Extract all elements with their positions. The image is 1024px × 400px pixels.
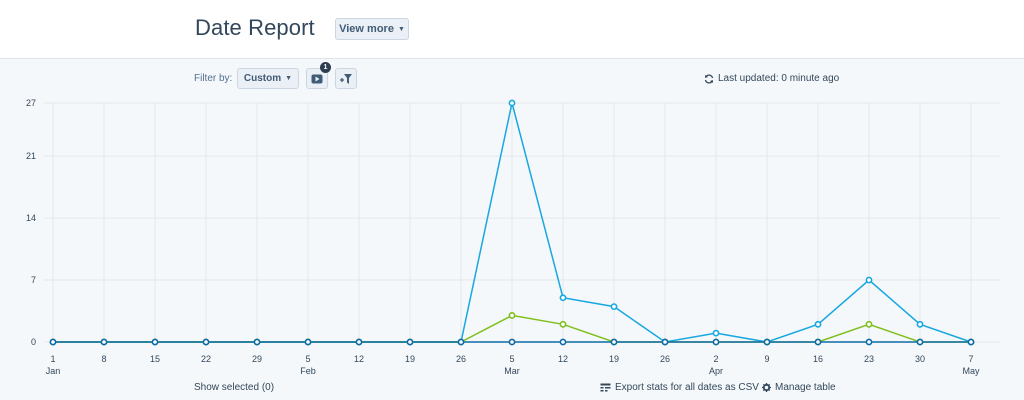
video-filter-badge: 1	[320, 62, 331, 73]
data-point	[508, 338, 516, 346]
y-tick-label: 7	[31, 275, 36, 285]
video-filter-button[interactable]	[306, 68, 328, 89]
export-csv-icon	[600, 383, 611, 391]
data-point	[610, 338, 618, 346]
y-tick-label: 0	[31, 337, 36, 347]
filter-dropdown[interactable]: Custom ▼	[237, 68, 299, 89]
data-point	[151, 338, 159, 346]
x-tick-label: 12	[354, 354, 364, 364]
view-more-label: View more	[339, 23, 394, 35]
data-point	[559, 320, 567, 328]
data-point	[763, 338, 771, 346]
data-point	[49, 338, 57, 346]
data-point	[100, 338, 108, 346]
page-header: Date Report View more ▼	[0, 0, 1024, 59]
data-point	[253, 338, 261, 346]
last-updated: Last updated: 0 minute ago	[704, 73, 839, 84]
x-tick-label: 5	[509, 354, 514, 364]
x-tick-label: 30	[915, 354, 925, 364]
data-point	[916, 320, 924, 328]
x-tick-label: 16	[813, 354, 823, 364]
data-point	[304, 338, 312, 346]
data-point	[559, 338, 567, 346]
x-tick-label: 5	[305, 354, 310, 364]
x-month-label: Feb	[300, 366, 316, 376]
x-month-label: Jan	[46, 366, 61, 376]
gear-icon	[762, 383, 771, 392]
data-point	[865, 338, 873, 346]
data-point	[916, 338, 924, 346]
x-tick-label: 2	[713, 354, 718, 364]
x-tick-label: 19	[609, 354, 619, 364]
data-point	[814, 320, 822, 328]
x-tick-label: 23	[864, 354, 874, 364]
x-tick-label: 29	[252, 354, 262, 364]
data-point	[712, 338, 720, 346]
x-month-label: Apr	[709, 366, 723, 376]
data-point	[712, 329, 720, 337]
x-tick-label: 9	[764, 354, 769, 364]
x-tick-label: 8	[101, 354, 106, 364]
data-point	[508, 312, 516, 319]
x-month-label: Mar	[504, 366, 520, 376]
export-csv-label: Export stats for all dates as CSV	[615, 382, 759, 393]
show-selected-label: Show selected (0)	[194, 382, 275, 393]
data-point	[355, 338, 363, 346]
data-point	[610, 303, 618, 310]
x-month-label: May	[962, 366, 980, 376]
data-point	[202, 338, 210, 346]
view-more-button[interactable]: View more ▼	[335, 18, 409, 40]
x-tick-label: 15	[150, 354, 160, 364]
data-point	[967, 338, 975, 346]
data-point	[814, 338, 822, 346]
show-selected-link[interactable]: Show selected (0)	[194, 382, 274, 393]
data-point	[406, 338, 414, 346]
x-tick-label: 7	[968, 354, 973, 364]
data-point	[457, 338, 465, 346]
data-point	[559, 294, 567, 302]
x-tick-label: 19	[405, 354, 415, 364]
data-point	[865, 320, 873, 328]
y-tick-label: 14	[26, 213, 36, 223]
refresh-icon	[704, 73, 714, 84]
data-point	[508, 99, 516, 107]
add-filter-icon	[340, 73, 352, 84]
filter-value: Custom	[243, 73, 282, 84]
manage-table-label: Manage table	[775, 382, 836, 393]
export-csv-link[interactable]: Export stats for all dates as CSV	[600, 382, 759, 393]
manage-table-link[interactable]: Manage table	[762, 382, 836, 393]
x-tick-label: 26	[456, 354, 466, 364]
page-title: Date Report	[195, 15, 315, 40]
y-tick-label: 27	[26, 98, 36, 108]
x-tick-label: 22	[201, 354, 211, 364]
x-tick-label: 26	[660, 354, 670, 364]
filter-label: Filter by:	[194, 73, 233, 84]
data-point	[661, 338, 669, 346]
y-tick-label: 21	[26, 151, 36, 161]
chevron-down-icon: ▼	[397, 25, 405, 33]
chevron-down-icon: ▼	[285, 75, 293, 82]
video-icon	[311, 74, 323, 83]
x-tick-label: 12	[558, 354, 568, 364]
x-tick-label: 1	[50, 354, 55, 364]
add-filter-button[interactable]	[335, 68, 357, 89]
data-point	[865, 276, 873, 284]
last-updated-text: Last updated: 0 minute ago	[718, 73, 840, 84]
